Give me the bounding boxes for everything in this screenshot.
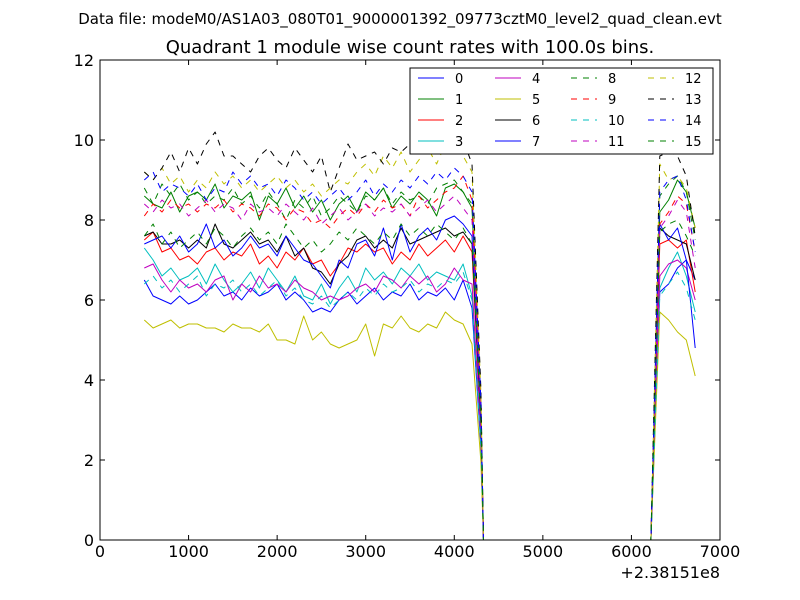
x-tick-label: 6000 <box>611 542 652 561</box>
legend-label-0: 0 <box>455 72 463 87</box>
y-tick-label: 4 <box>84 371 94 390</box>
series-line-11 <box>143 195 696 540</box>
x-tick-label: 5000 <box>522 542 563 561</box>
legend-label-10: 10 <box>608 114 625 129</box>
y-tick-label: 8 <box>84 211 94 230</box>
legend-label-5: 5 <box>532 93 540 108</box>
figure-suptitle: Data file: modeM0/AS1A03_080T01_90000013… <box>78 10 722 29</box>
legend-label-9: 9 <box>608 93 616 108</box>
x-tick-label: 2000 <box>257 542 298 561</box>
series-line-12 <box>143 135 696 540</box>
legend-label-11: 11 <box>608 135 625 150</box>
x-tick-label: 7000 <box>700 542 741 561</box>
y-tick-label: 2 <box>84 451 94 470</box>
legend-label-4: 4 <box>532 72 540 87</box>
x-tick-label: 4000 <box>434 542 475 561</box>
series-line-14 <box>143 167 696 540</box>
x-tick-label: 0 <box>95 542 105 561</box>
y-tick-label: 10 <box>74 131 94 150</box>
legend-label-2: 2 <box>455 114 463 129</box>
y-tick-label: 12 <box>74 51 94 70</box>
y-tick-label: 0 <box>84 531 94 550</box>
legend-label-3: 3 <box>455 135 463 150</box>
legend-label-13: 13 <box>685 93 702 108</box>
legend-label-8: 8 <box>608 72 616 87</box>
legend-label-15: 15 <box>685 135 702 150</box>
legend-label-12: 12 <box>685 72 702 87</box>
x-tick-label: 3000 <box>345 542 386 561</box>
series-line-15 <box>143 219 696 540</box>
chart-title: Quadrant 1 module wise count rates with … <box>166 37 655 58</box>
legend-label-6: 6 <box>532 114 540 129</box>
x-offset-label: +2.38151e8 <box>620 563 720 582</box>
legend-label-14: 14 <box>685 114 702 129</box>
legend-label-1: 1 <box>455 93 463 108</box>
legend-frame <box>409 67 714 155</box>
x-tick-label: 1000 <box>168 542 209 561</box>
y-tick-label: 6 <box>84 291 94 310</box>
legend-label-7: 7 <box>532 135 540 150</box>
series-layer <box>143 115 696 540</box>
series-line-13 <box>143 115 696 540</box>
